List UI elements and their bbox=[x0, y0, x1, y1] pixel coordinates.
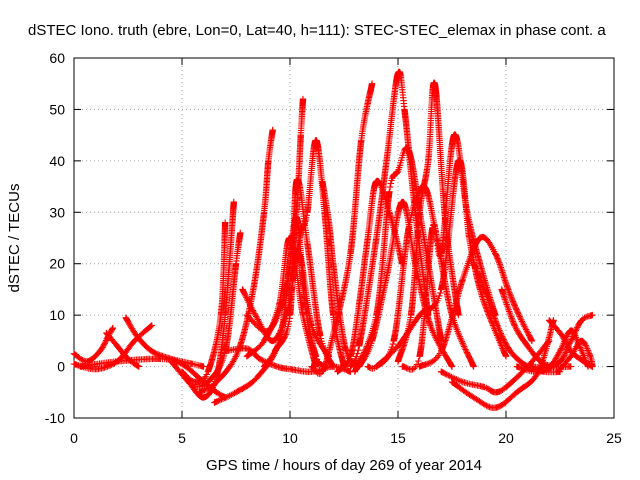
x-tick-label: 20 bbox=[498, 430, 514, 446]
series-markers bbox=[260, 176, 337, 370]
series bbox=[70, 324, 117, 365]
y-tick-label: 10 bbox=[49, 307, 65, 323]
series-markers bbox=[546, 317, 596, 370]
y-tick-label: 50 bbox=[49, 101, 65, 117]
series-markers bbox=[416, 233, 536, 370]
axis-ticks bbox=[73, 57, 615, 419]
series bbox=[260, 176, 337, 370]
plot-frame bbox=[73, 57, 615, 419]
y-tick-labels: -10 0 10 20 30 40 50 60 bbox=[45, 50, 65, 426]
x-tick-label: 0 bbox=[70, 430, 78, 446]
series-markers bbox=[178, 219, 229, 386]
x-tick-label: 25 bbox=[606, 430, 622, 446]
x-tick-labels: 0 5 10 15 20 25 bbox=[70, 430, 622, 446]
x-axis-label: GPS time / hours of day 269 of year 2014 bbox=[206, 457, 482, 474]
series-layer bbox=[70, 68, 596, 411]
series bbox=[438, 337, 553, 396]
series bbox=[554, 337, 596, 375]
series bbox=[546, 317, 596, 370]
y-tick-label: 30 bbox=[49, 204, 65, 220]
y-tick-label: 20 bbox=[49, 256, 65, 272]
x-tick-label: 10 bbox=[282, 430, 298, 446]
series bbox=[103, 329, 142, 370]
series-markers bbox=[554, 337, 596, 375]
y-tick-label: 60 bbox=[49, 50, 65, 66]
series-markers bbox=[103, 329, 142, 370]
series bbox=[416, 233, 536, 370]
y-tick-label: 0 bbox=[57, 359, 65, 375]
series-markers bbox=[308, 80, 376, 378]
series bbox=[178, 219, 229, 386]
series-markers bbox=[438, 337, 553, 396]
series bbox=[189, 229, 244, 391]
y-axis-label: dSTEC / TECUs bbox=[6, 184, 23, 293]
series-markers bbox=[189, 229, 244, 391]
x-tick-label: 5 bbox=[178, 430, 186, 446]
series-markers bbox=[347, 68, 432, 370]
y-tick-label: 40 bbox=[49, 153, 65, 169]
y-tick-label: -10 bbox=[45, 410, 65, 426]
series-markers bbox=[70, 324, 117, 365]
series bbox=[308, 80, 376, 378]
x-tick-label: 15 bbox=[390, 430, 406, 446]
chart-title: dSTEC Iono. truth (ebre, Lon=0, Lat=40, … bbox=[28, 22, 606, 39]
series bbox=[347, 68, 432, 370]
